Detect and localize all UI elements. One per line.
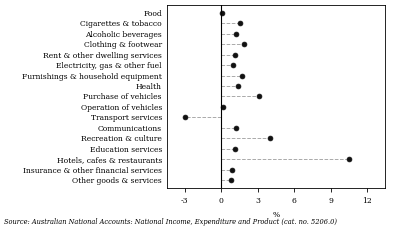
Text: Source: Australian National Accounts: National Income, Expenditure and Product (: Source: Australian National Accounts: Na… bbox=[4, 218, 337, 226]
X-axis label: %: % bbox=[272, 211, 279, 219]
